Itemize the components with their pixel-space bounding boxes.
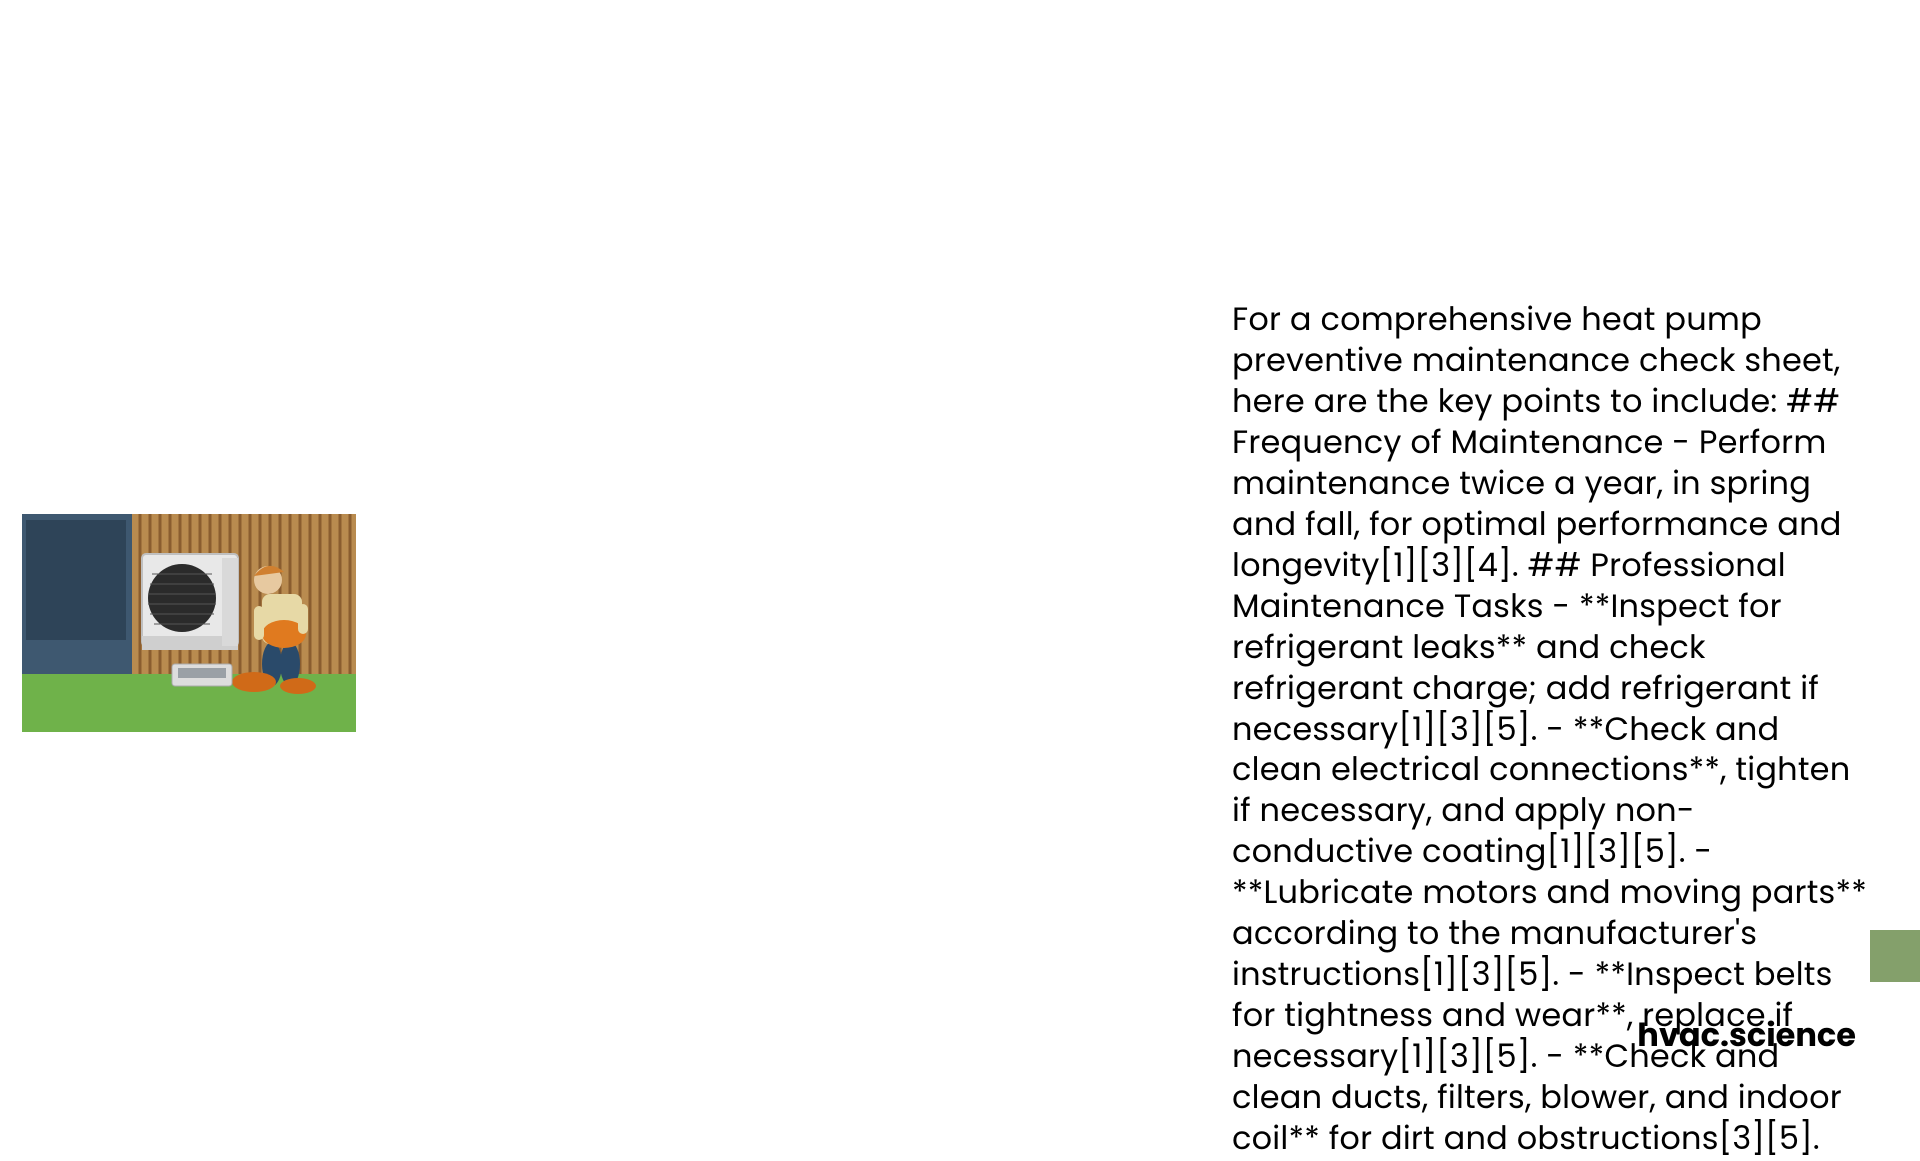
article-hero-image (22, 514, 356, 732)
site-watermark: hvac.science (1637, 1012, 1856, 1060)
side-accent-tab (1870, 930, 1920, 982)
